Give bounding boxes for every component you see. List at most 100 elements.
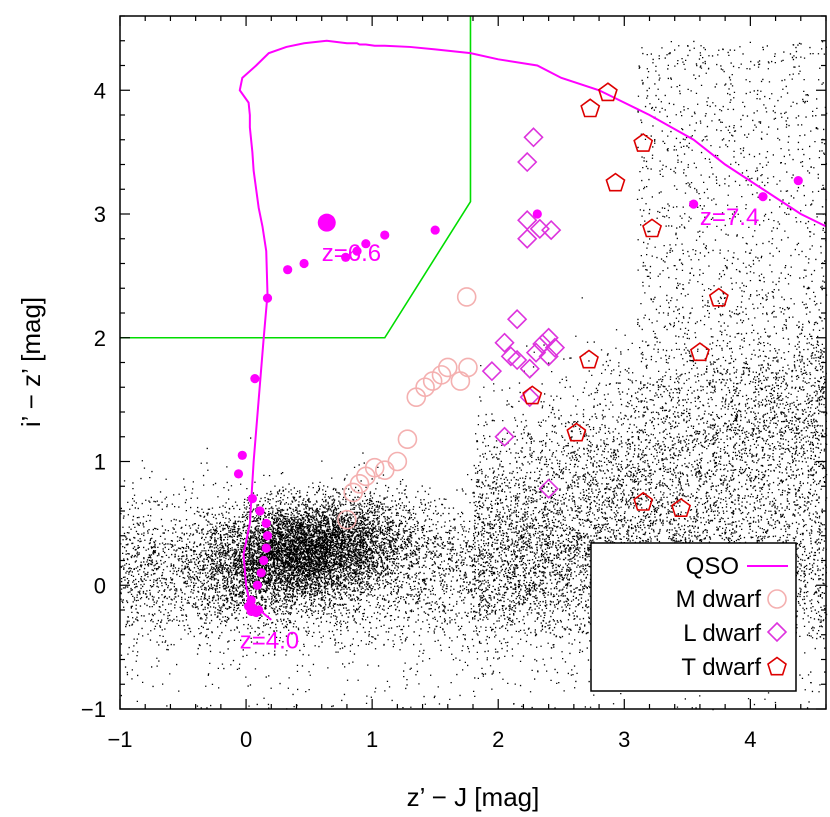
legend-marker-m-dwarf xyxy=(767,589,787,609)
qso-redshift-marker xyxy=(262,293,273,303)
y-tick-label: 0 xyxy=(94,573,106,598)
legend-marker-l-dwarf xyxy=(766,621,788,643)
legend-label-t-dwarf: T dwarf xyxy=(681,654,761,681)
x-tick-label: 2 xyxy=(492,727,504,752)
x-tick-label: 0 xyxy=(240,727,252,752)
y-tick-label: 1 xyxy=(94,450,106,475)
qso-track xyxy=(233,39,827,621)
selection-boundary xyxy=(120,16,472,339)
l-dwarf-point xyxy=(494,426,515,447)
l-dwarf-point xyxy=(525,342,547,363)
qso-redshift-marker xyxy=(689,199,699,209)
l-dwarf-point xyxy=(500,346,521,367)
legend-box xyxy=(590,542,797,692)
qso-redshift-marker xyxy=(247,602,257,613)
y-ticks xyxy=(120,15,826,710)
qso-redshift-marker xyxy=(430,225,440,235)
l-dwarf-series xyxy=(481,127,566,499)
m-dwarf-point xyxy=(337,509,357,530)
l-dwarf-point xyxy=(523,127,544,148)
t-dwarf-point xyxy=(579,349,599,369)
qso-redshift-marker xyxy=(758,192,768,202)
qso-redshift-marker xyxy=(361,239,371,249)
qso-redshift-marker xyxy=(380,230,390,240)
m-dwarf-point xyxy=(364,457,385,478)
m-dwarf-series xyxy=(337,287,478,530)
t-dwarf-series xyxy=(522,82,729,518)
legend: QSO M dwarf L dwarf T dwarf xyxy=(590,542,797,692)
t-dwarf-point xyxy=(689,342,710,362)
qso-redshift-marker xyxy=(261,543,271,553)
y-tick-label: 3 xyxy=(94,202,106,227)
annotation-z-7-4: z=7.4 xyxy=(700,204,759,231)
legend-label-m-dwarf: M dwarf xyxy=(676,586,762,613)
qso-redshift-marker xyxy=(793,175,803,186)
x-tick-label: 1 xyxy=(366,727,378,752)
qso-redshift-marker xyxy=(352,246,362,256)
m-dwarf-point xyxy=(387,451,408,472)
m-dwarf-point xyxy=(458,357,478,378)
x-tick-label: 4 xyxy=(744,727,756,752)
annotation-z-6-6: z=6.6 xyxy=(322,240,381,267)
l-dwarf-point xyxy=(506,349,528,371)
t-dwarf-point xyxy=(605,172,626,192)
l-dwarf-point xyxy=(519,358,540,379)
qso-redshift-marker xyxy=(246,595,256,605)
l-dwarf-point xyxy=(544,337,566,358)
qso-redshift-marker xyxy=(532,209,542,219)
qso-redshift-marker xyxy=(250,373,260,384)
legend-marker-t-dwarf xyxy=(767,656,787,676)
l-dwarf-point xyxy=(506,309,528,330)
m-dwarf-point xyxy=(431,365,452,385)
l-dwarf-point xyxy=(541,219,562,241)
l-dwarf-point xyxy=(538,346,559,367)
l-dwarf-point xyxy=(494,332,515,353)
t-dwarf-point xyxy=(522,385,543,405)
t-dwarf-point xyxy=(671,498,692,518)
m-dwarf-point xyxy=(437,357,458,378)
qso-track-line xyxy=(238,39,827,621)
y-tick-label: 4 xyxy=(94,78,106,103)
l-dwarf-point xyxy=(517,228,538,249)
qso-redshift-marker xyxy=(299,258,309,269)
t-dwarf-point xyxy=(633,133,654,152)
qso-redshift-marker xyxy=(233,469,244,479)
l-dwarf-point xyxy=(481,361,503,382)
m-dwarf-point xyxy=(397,429,418,450)
t-dwarf-point xyxy=(708,287,729,307)
qso-redshift-marker xyxy=(262,531,273,541)
qso-redshift-marker xyxy=(255,506,265,516)
y-axis-title: i’ − z’ [mag] xyxy=(16,297,46,427)
field-star-points xyxy=(120,40,828,711)
t-dwarf-point xyxy=(597,82,618,102)
qso-redshift-marker xyxy=(237,450,247,460)
x-tick-label: −1 xyxy=(107,727,132,752)
field-star-scatter xyxy=(120,40,828,711)
m-dwarf-point xyxy=(456,287,477,307)
x-axis-title: z’ − J [mag] xyxy=(407,782,540,812)
l-dwarf-point xyxy=(517,151,538,173)
qso-redshift-marker xyxy=(283,265,293,275)
qso-redshift-marker xyxy=(261,518,271,528)
qso-redshift-marker xyxy=(247,494,257,504)
annotation-z-4-0: z=4.0 xyxy=(240,627,299,654)
legend-label-qso: QSO xyxy=(686,553,739,580)
t-dwarf-point xyxy=(642,218,663,238)
x-tick-label: 3 xyxy=(618,727,630,752)
qso-marker-z-6-6 xyxy=(317,213,336,232)
qso-redshift-marker xyxy=(259,555,269,566)
qso-redshift-marker xyxy=(341,252,351,262)
m-dwarf-point xyxy=(415,377,435,398)
y-tick-label: −1 xyxy=(81,697,106,722)
l-dwarf-point xyxy=(538,478,559,499)
selection-boundary-line xyxy=(120,16,472,339)
y-tick-label: 2 xyxy=(94,326,106,351)
x-ticks xyxy=(119,16,827,709)
annotations: z=6.6 z=7.4 z=4.0 xyxy=(240,204,760,654)
t-dwarf-point xyxy=(580,98,601,118)
axes: −1 0 1 2 3 4 −1 0 1 2 3 4 z’ − J [mag] i… xyxy=(16,15,827,812)
t-dwarf-point xyxy=(633,491,654,511)
qso-redshift-marker xyxy=(256,568,266,578)
